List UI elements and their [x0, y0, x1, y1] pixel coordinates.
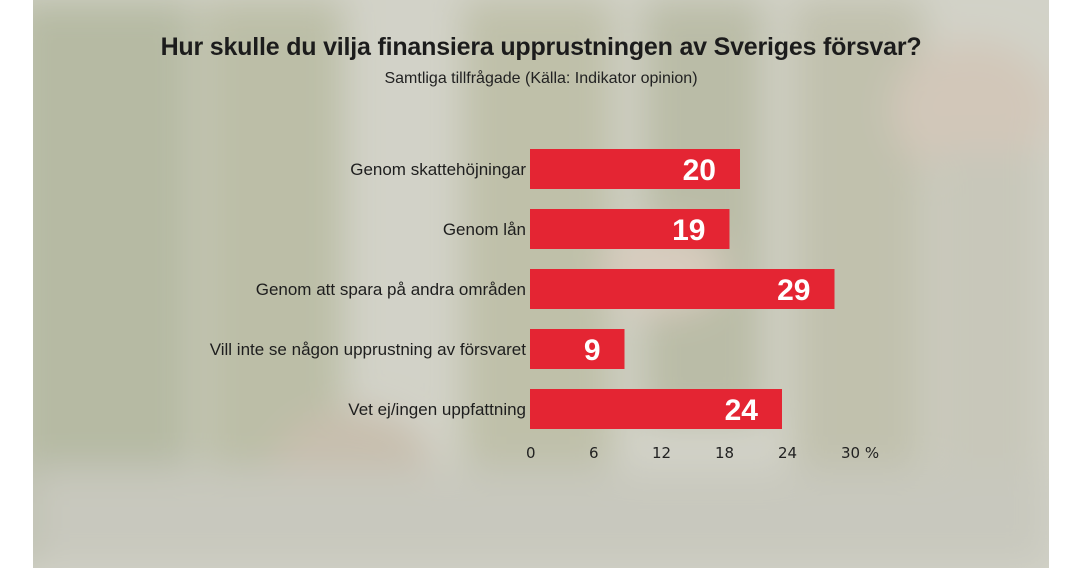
- value-label: 24: [725, 394, 759, 427]
- bar: [530, 269, 835, 309]
- value-label: 20: [683, 154, 716, 187]
- bar: [530, 329, 625, 369]
- chart-title: Hur skulle du vilja finansiera upprustni…: [160, 33, 922, 61]
- value-label: 19: [672, 214, 705, 247]
- value-label: 29: [777, 274, 810, 307]
- value-label: 9: [584, 334, 601, 367]
- chart-frame: Hur skulle du vilja finansiera upprustni…: [33, 0, 1049, 568]
- category-label: Genom skattehöjningar: [350, 160, 526, 179]
- x-tick-label: 0: [526, 444, 536, 462]
- category-label: Genom lån: [443, 220, 526, 239]
- x-tick-label: 24: [778, 444, 797, 462]
- x-tick-label: 30 %: [841, 444, 879, 462]
- chart-subtitle: Samtliga tillfrågade (Källa: Indikator o…: [384, 70, 698, 87]
- x-tick-label: 18: [715, 444, 734, 462]
- category-label: Vill inte se någon upprustning av försva…: [210, 340, 527, 359]
- bar: [530, 389, 782, 429]
- bar: [530, 149, 740, 189]
- category-label: Vet ej/ingen uppfattning: [348, 400, 526, 419]
- bar-chart: Genom skattehöjningar 20 Genom lån 19 Genom …: [210, 149, 879, 462]
- x-tick-label: 12: [652, 444, 671, 462]
- x-tick-label: 6: [589, 444, 599, 462]
- bar: [530, 209, 730, 249]
- category-label: Genom att spara på andra områden: [256, 280, 526, 299]
